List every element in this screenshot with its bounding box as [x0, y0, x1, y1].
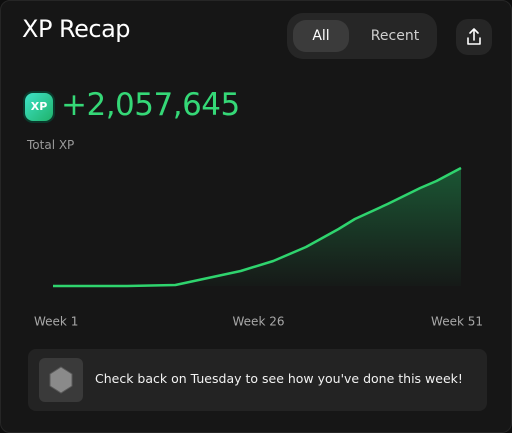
notice: Check back on Tuesday to see how you've … — [28, 349, 487, 411]
x-tick-label: Week 1 — [34, 315, 78, 329]
x-tick-label: Week 51 — [431, 315, 483, 329]
x-tick-label: Week 26 — [233, 315, 285, 329]
total-label: Total XP — [27, 138, 75, 152]
area-fill — [53, 168, 461, 286]
notice-text: Check back on Tuesday to see how you've … — [95, 371, 463, 386]
share-icon — [467, 28, 481, 45]
hex-icon — [49, 366, 73, 394]
chart: Week 1 Week 26 Week 51 — [34, 166, 483, 329]
xp-badge: XP — [25, 93, 53, 121]
tab[interactable]: All — [293, 20, 349, 52]
tab[interactable]: Recent — [370, 28, 420, 44]
share-button[interactable] — [456, 19, 492, 55]
total-xp: +2,057,645 — [61, 87, 240, 123]
line — [53, 166, 462, 288]
tab-group: All Recent — [287, 13, 437, 59]
notice-icon — [39, 358, 83, 402]
title: XP Recap — [22, 15, 131, 43]
